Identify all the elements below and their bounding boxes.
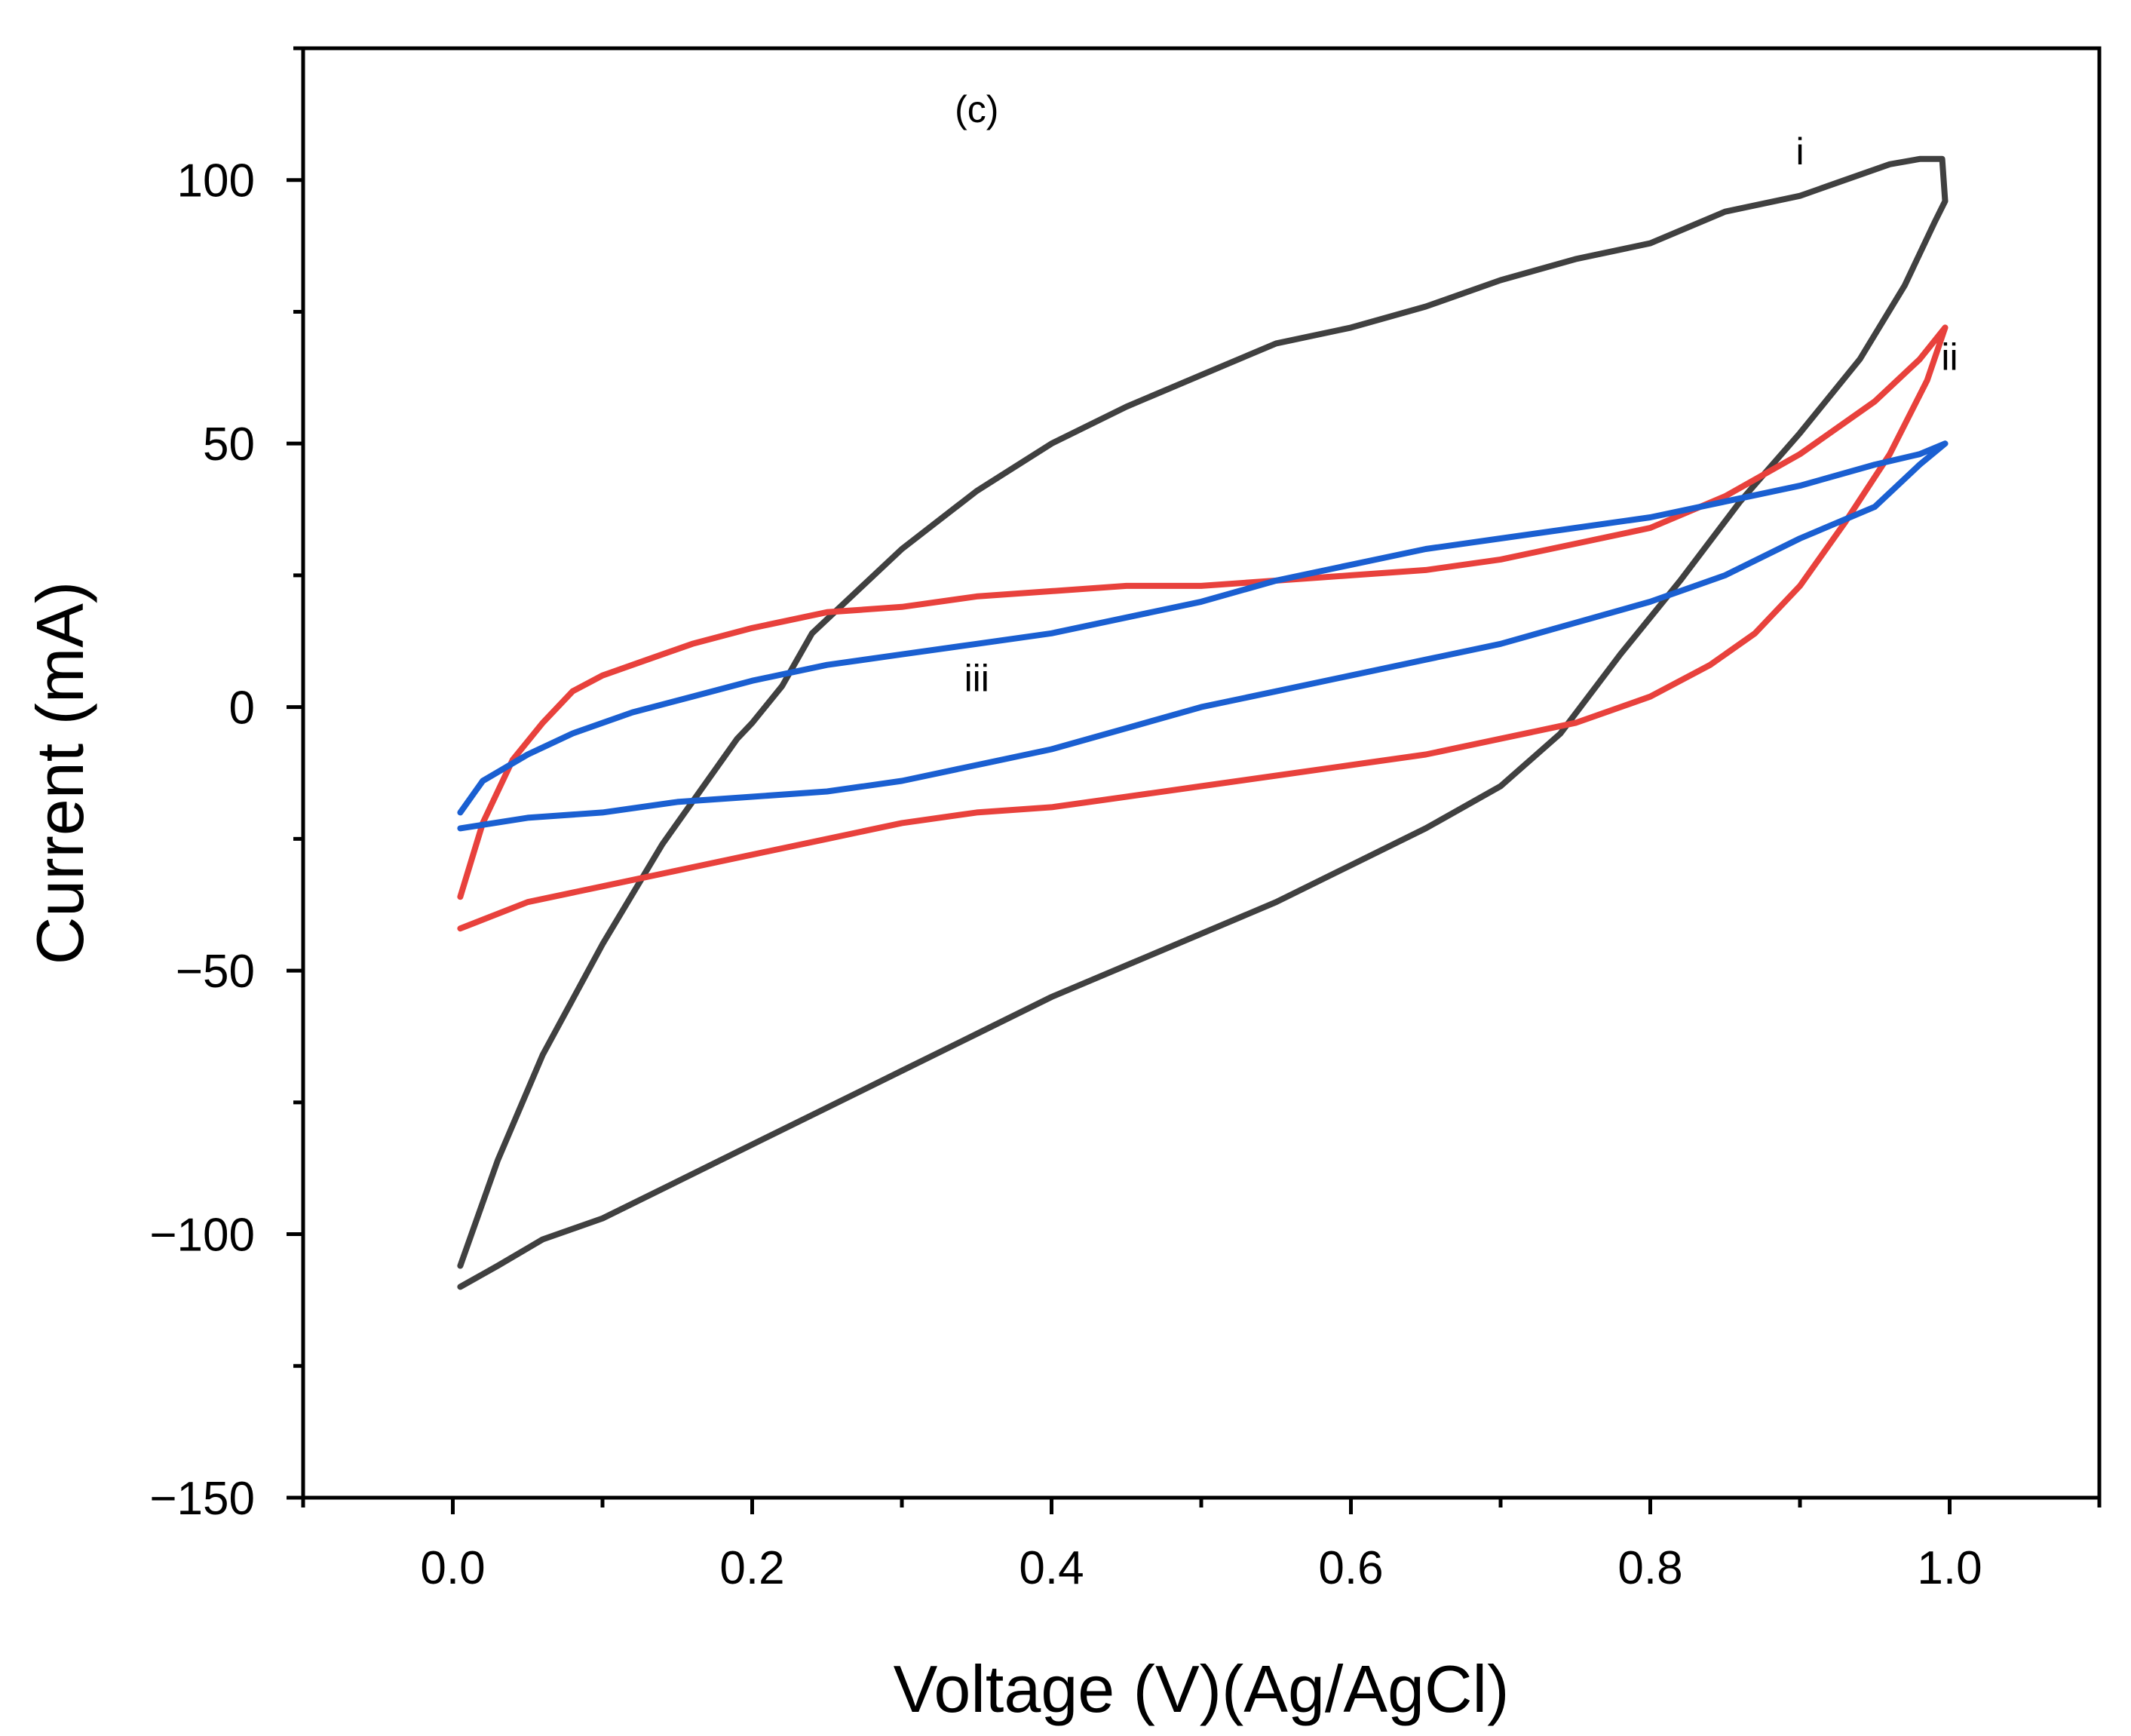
x-tick-label: 0.6 — [1318, 1542, 1383, 1594]
y-axis-title: Current (mA) — [23, 581, 97, 965]
y-tick-label: 50 — [203, 419, 255, 471]
plot-frame — [301, 46, 2102, 1500]
x-tick-label: 1.0 — [1917, 1542, 1982, 1594]
x-axis-ticks: 0.0 0.2 0.4 0.6 0.8 1.0 — [301, 1498, 2102, 1594]
series-ii-line — [457, 324, 1949, 932]
y-tick-label: −150 — [149, 1473, 255, 1525]
y-tick-label: −50 — [176, 946, 255, 998]
x-tick-label: 0.8 — [1617, 1542, 1682, 1594]
x-tick-label: 0.0 — [420, 1542, 485, 1594]
annotation-label: iii — [964, 658, 989, 700]
x-axis-title: Voltage (V)(Ag/AgCl) — [894, 1652, 1510, 1726]
y-tick-label: −100 — [149, 1210, 255, 1262]
y-tick-label: 0 — [229, 682, 255, 735]
x-tick-label: 0.4 — [1019, 1542, 1084, 1594]
series-layer — [457, 155, 1949, 1290]
annotation-label: (c) — [955, 88, 998, 130]
series-iii-line — [457, 440, 1949, 832]
y-tick-label: 100 — [177, 155, 255, 207]
x-tick-label: 0.2 — [719, 1542, 784, 1594]
annotation-label: ii — [1941, 336, 1958, 378]
annotation-label: i — [1795, 130, 1804, 173]
series-i-line — [457, 155, 1949, 1290]
y-axis-ticks: −150 −100 −50 0 50 100 — [149, 46, 303, 1525]
